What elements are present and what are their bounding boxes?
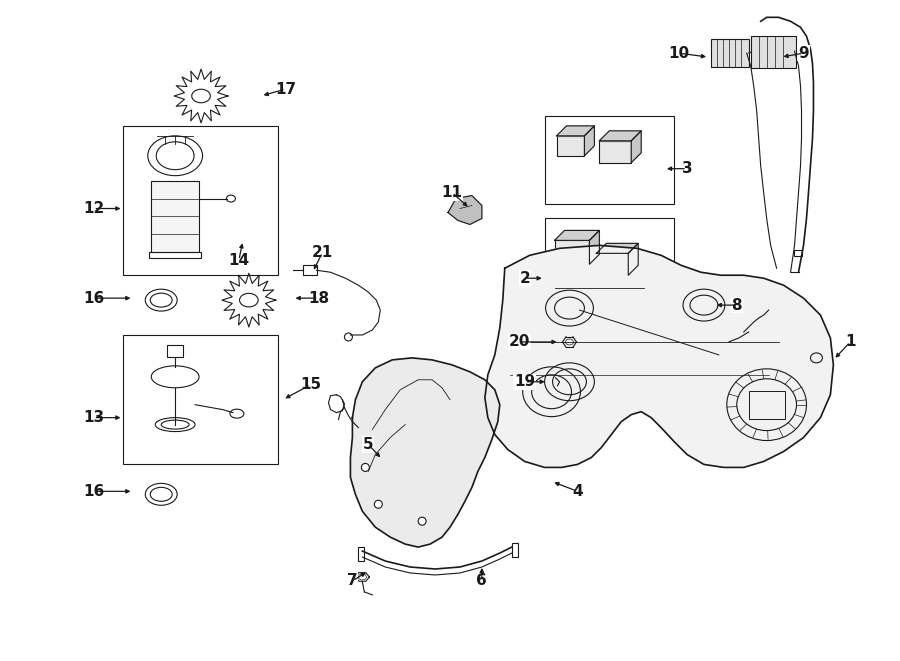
Text: 10: 10 [669, 46, 689, 61]
Bar [358, 547, 365, 561]
Bar [554, 241, 590, 264]
Bar [544, 116, 674, 204]
Text: 13: 13 [83, 410, 104, 425]
Bar [751, 36, 796, 68]
Bar [599, 141, 631, 163]
Bar [151, 180, 199, 253]
Text: 8: 8 [732, 297, 742, 313]
Polygon shape [597, 243, 638, 253]
Text: 16: 16 [83, 484, 104, 499]
Text: 19: 19 [514, 374, 536, 389]
Text: 11: 11 [442, 185, 463, 200]
Text: 6: 6 [476, 574, 487, 588]
Polygon shape [485, 245, 833, 467]
Text: 17: 17 [275, 81, 296, 97]
Polygon shape [599, 131, 641, 141]
Text: 16: 16 [83, 291, 104, 305]
Text: 7: 7 [347, 574, 357, 588]
Bar [167, 345, 183, 357]
Bar [302, 265, 317, 275]
Text: 18: 18 [308, 291, 329, 305]
Polygon shape [631, 131, 641, 163]
Text: 2: 2 [519, 271, 530, 286]
Bar [544, 219, 674, 313]
Bar [711, 39, 749, 67]
Bar [794, 251, 802, 256]
Text: 14: 14 [229, 253, 249, 268]
Text: 3: 3 [681, 161, 692, 176]
Bar [149, 253, 201, 258]
Text: 20: 20 [509, 334, 530, 350]
Polygon shape [448, 196, 482, 225]
Bar [123, 126, 278, 275]
Bar [556, 136, 584, 156]
Circle shape [418, 517, 426, 525]
Text: 9: 9 [798, 46, 809, 61]
Polygon shape [590, 231, 599, 264]
Circle shape [362, 463, 369, 471]
Circle shape [374, 500, 382, 508]
Text: 1: 1 [845, 334, 856, 350]
Text: 21: 21 [312, 245, 333, 260]
Bar [123, 335, 278, 465]
Bar [597, 253, 628, 275]
Polygon shape [628, 243, 638, 275]
Bar [749, 391, 785, 418]
Text: 15: 15 [300, 377, 321, 392]
Polygon shape [584, 126, 594, 156]
Bar [512, 543, 517, 557]
Polygon shape [556, 126, 594, 136]
Text: 4: 4 [572, 484, 583, 499]
Polygon shape [554, 231, 599, 241]
Circle shape [345, 333, 353, 341]
Text: 12: 12 [83, 201, 104, 216]
Text: 5: 5 [363, 437, 374, 452]
Polygon shape [350, 358, 500, 547]
